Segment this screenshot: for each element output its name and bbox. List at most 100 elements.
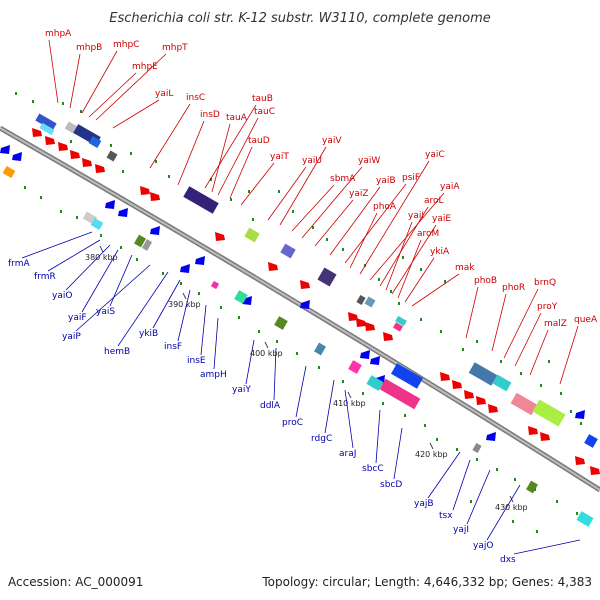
marker-dot [424, 424, 426, 427]
feature-box [2, 166, 16, 178]
feature-box [379, 378, 421, 410]
gene-label-yaiT: yaiT [240, 152, 289, 206]
forward-gene-arrow [215, 232, 225, 241]
feature-box [348, 360, 362, 374]
gene-label-brnQ: brnQ [503, 278, 556, 359]
reverse-gene-arrow [486, 432, 496, 441]
marker-dot [402, 256, 404, 259]
marker-dot [248, 190, 250, 193]
svg-text:sbmA: sbmA [330, 174, 356, 184]
gene-label-aroL: aroL [379, 196, 444, 287]
forward-gene-arrow [32, 128, 42, 137]
gene-label-frmR: frmR [34, 239, 101, 282]
svg-text:phoA: phoA [373, 202, 397, 212]
svg-text:sbcC: sbcC [362, 464, 384, 474]
kbp-ticks: 380 kbp 390 kbp 400 kbp 410 kbp 420 kbp 430 k… [85, 245, 528, 512]
gene-label-tauB: tauB [204, 94, 273, 189]
feature-box [393, 322, 403, 332]
feature-box [391, 363, 423, 389]
svg-text:malZ: malZ [544, 319, 567, 329]
gene-label-sbcC: sbcC [362, 409, 384, 474]
svg-text:yaiW: yaiW [358, 156, 380, 166]
gene-label-ddlA: ddlA [260, 347, 281, 411]
marker-dot [500, 360, 502, 363]
gene-label-ampH: ampH [200, 317, 227, 380]
feature-box [35, 113, 57, 131]
svg-text:psiF: psiF [402, 173, 420, 183]
marker-dot [168, 175, 170, 178]
gene-label-yaiB: yaiB [329, 176, 396, 256]
gene-label-aroM: aroM [397, 229, 439, 299]
reverse-gene-arrow [242, 296, 252, 305]
marker-dot [580, 422, 582, 425]
forward-gene-arrow [348, 312, 358, 321]
gene-label-yaiU: yaiU [267, 156, 322, 221]
feature-box [280, 243, 296, 259]
marker-dot [378, 278, 380, 281]
forward-gene-arrow [82, 158, 92, 167]
svg-text:rdgC: rdgC [311, 434, 332, 444]
reverse-gene-arrow [370, 356, 380, 365]
marker-dot [476, 458, 478, 461]
marker-dot [210, 178, 212, 181]
gene-label-yaiY: yaiY [232, 339, 255, 395]
marker-dot [100, 234, 102, 237]
gene-label-yaiC: yaiC [359, 150, 445, 275]
marker-dot [462, 348, 464, 351]
gene-label-tauA: tauA [211, 113, 248, 193]
kbp-tick: 410 kbp [333, 391, 366, 408]
gene-label-yaiV: yaiV [279, 136, 342, 226]
kbp-tick: 390 kbp [168, 292, 201, 309]
gene-label-psiF: psiF [344, 173, 420, 264]
marker-dot [420, 318, 422, 321]
forward-gene-arrow [383, 332, 393, 341]
marker-dot [312, 226, 314, 229]
gene-label-tauC: tauC [217, 107, 275, 196]
forward-gene-arrow [528, 426, 538, 435]
marker-dot [130, 152, 132, 155]
gene-label-yajB: yajB [414, 451, 461, 509]
svg-text:yaiF: yaiF [68, 313, 87, 323]
marker-dots [15, 92, 582, 533]
kbp-tick: 430 kbp [495, 495, 528, 512]
forward-gene-arrow [140, 186, 150, 195]
feature-box [39, 122, 55, 136]
feature-box [106, 150, 118, 162]
marker-dot [230, 198, 232, 201]
forward-gene-arrow [488, 404, 498, 413]
svg-text:yaiZ: yaiZ [349, 189, 369, 199]
feature-box [468, 362, 498, 386]
reverse-gene-arrow [195, 256, 205, 265]
marker-dot [556, 500, 558, 503]
feature-box [210, 280, 220, 290]
gene-label-yaiZ: yaiZ [314, 189, 369, 247]
gene-label-mhpC: mhpC [81, 40, 139, 114]
forward-gene-arrow [356, 318, 366, 327]
svg-text:mak: mak [455, 263, 475, 273]
marker-dot [560, 392, 562, 395]
svg-text:aroL: aroL [424, 196, 444, 206]
marker-dot [120, 246, 122, 249]
gene-label-sbmA: sbmA [291, 174, 356, 232]
svg-text:yaiI: yaiI [408, 211, 424, 221]
feature-box [183, 186, 219, 214]
svg-text:tsx: tsx [439, 511, 453, 521]
reverse-gene-arrow [360, 350, 370, 359]
marker-dot [278, 190, 280, 193]
forward-gene-arrow [268, 262, 278, 271]
topology-text: Topology: circular; Length: 4,646,332 bp… [261, 575, 592, 589]
svg-text:aroM: aroM [417, 229, 439, 239]
marker-dot [440, 330, 442, 333]
marker-dot [514, 478, 516, 481]
reverse-gene-arrow [12, 152, 22, 161]
gene-label-proC: proC [282, 365, 307, 428]
forward-gene-arrow [300, 280, 310, 289]
gene-label-tsx: tsx [439, 459, 471, 521]
svg-text:yajO: yajO [473, 541, 493, 551]
marker-dot [15, 92, 17, 95]
marker-dot [476, 340, 478, 343]
reverse-gene-arrow [105, 200, 115, 209]
marker-dot [32, 100, 34, 103]
marker-dot [24, 186, 26, 189]
svg-text:mhpB: mhpB [76, 43, 102, 53]
